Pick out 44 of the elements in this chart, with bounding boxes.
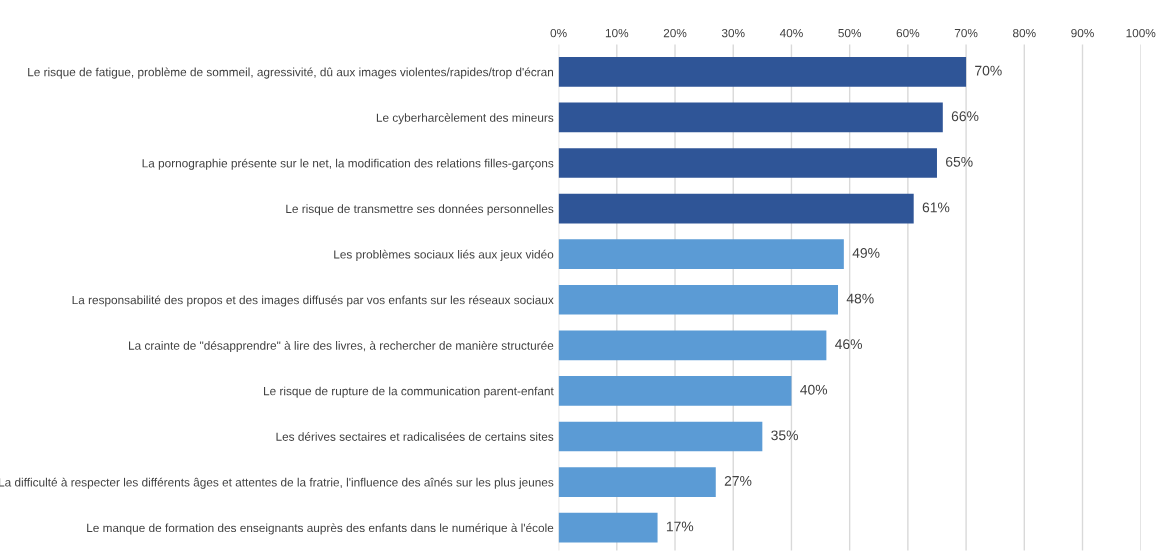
y-tick-label: La responsabilité des propos et des images diffusés par vos enfants sur les réseaux sociaux [72, 295, 554, 307]
x-tick-label: 70% [954, 28, 978, 38]
y-tick-label: Le manque de formation des enseignants auprès des enfants dans le numérique à l'école [87, 523, 554, 535]
x-tick-label: 40% [779, 28, 803, 38]
y-tick-label: Les dérives sectaires et radicalisées de certains sites [276, 432, 554, 441]
x-tick-label: 60% [896, 28, 920, 38]
x-tick-label: 80% [1012, 28, 1036, 38]
x-tick-label: 90% [1071, 28, 1094, 38]
bar [558, 284, 839, 315]
y-tick-label: La pornographie présente sur le net, la modification des relations filles-garçons [142, 158, 554, 170]
data-label: 70% [975, 65, 1002, 76]
y-tick-label: Le risque de fatigue, problème de sommeil, agressivité, dû aux images violentes/rapides/trop d'écran [28, 67, 554, 79]
y-tick-label: Les problèmes sociaux liés aux jeux vidéo [334, 249, 554, 261]
y-tick-label: Le cyberharcèlement des mineurs [376, 113, 554, 125]
y-tick-label: Le risque de transmettre ses données personnelles [286, 204, 554, 216]
x-tick-label: 10% [605, 28, 629, 38]
bar [558, 57, 967, 87]
x-tick-label: 30% [721, 28, 745, 38]
data-label: 48% [846, 293, 874, 304]
bar [558, 239, 844, 269]
data-label: 27% [724, 475, 752, 486]
data-label: 35% [771, 430, 798, 441]
x-tick-label: 20% [663, 28, 687, 38]
data-label: 46% [835, 339, 863, 350]
bar [558, 193, 914, 224]
data-label: 49% [852, 248, 880, 258]
data-label: 61% [922, 202, 950, 213]
data-label: 65% [946, 156, 973, 167]
bar [558, 148, 937, 178]
y-tick-label: Le risque de rupture de la communication parent-enfant [264, 386, 554, 398]
bar [558, 421, 763, 452]
data-label: 40% [800, 384, 828, 395]
x-tick-label: 100% [1126, 28, 1156, 38]
data-label: 66% [951, 111, 979, 122]
bar [558, 102, 943, 133]
x-tick-label: 50% [838, 28, 862, 38]
bar [558, 467, 716, 497]
bar [558, 376, 792, 406]
data-label: 17% [666, 521, 694, 532]
y-tick-label: La crainte de "désapprendre" à lire des livres, à rechercher de manière structurée [129, 340, 554, 353]
bar [558, 330, 827, 361]
y-tick-label: La difficulté à respecter les différents âges et attentes de la fratrie, l'influence des aînés sur les plus jeunes [0, 477, 554, 489]
x-tick-label: 0% [550, 28, 567, 38]
bar [558, 512, 658, 543]
